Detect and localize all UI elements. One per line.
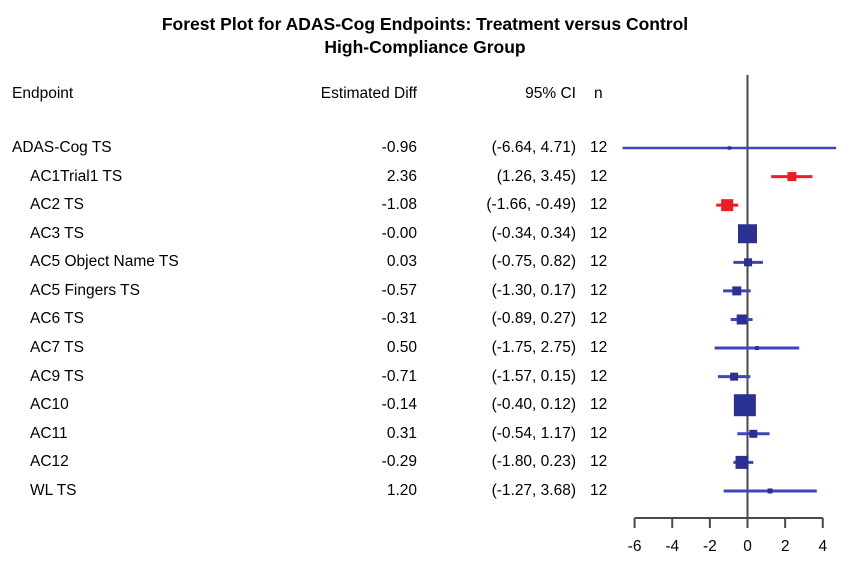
n-value: 12 [590, 396, 608, 413]
x-tick-label: -2 [703, 538, 717, 555]
ci-value: (1.26, 3.45) [496, 168, 576, 185]
n-value: 12 [590, 168, 608, 185]
estimate-marker [733, 394, 756, 417]
estimate-value: 0.50 [386, 339, 417, 356]
endpoint-label: AC11 [30, 425, 68, 442]
endpoint-label: AC2 TS [30, 196, 84, 213]
estimate-marker [738, 224, 757, 244]
n-value: 12 [590, 225, 608, 242]
estimate-marker [727, 146, 732, 150]
estimate-marker [767, 488, 773, 494]
column-header-endpoint: Endpoint [12, 85, 74, 102]
n-value: 12 [590, 482, 608, 499]
ci-value: (-1.30, 0.17) [491, 282, 576, 299]
estimate-value: -0.71 [381, 368, 417, 385]
column-header-95-ci: 95% CI [525, 85, 576, 102]
estimate-marker [736, 314, 747, 325]
estimate-value: -0.96 [381, 139, 417, 156]
ci-value: (-1.66, -0.49) [486, 196, 576, 213]
n-value: 12 [590, 310, 608, 327]
chart-subtitle: High-Compliance Group [324, 37, 526, 57]
ci-value: (-0.89, 0.27) [491, 310, 576, 327]
estimate-marker [754, 346, 759, 351]
n-value: 12 [590, 339, 608, 356]
ci-value: (-1.75, 2.75) [491, 339, 576, 356]
ci-value: (-1.57, 0.15) [491, 368, 576, 385]
chart-title: Forest Plot for ADAS-Cog Endpoints: Trea… [161, 14, 689, 34]
ci-value: (-1.80, 0.23) [491, 453, 576, 470]
ci-value: (-0.54, 1.17) [491, 425, 576, 442]
x-tick-label: -4 [665, 538, 679, 555]
estimate-value: -0.00 [381, 225, 417, 242]
n-value: 12 [590, 196, 608, 213]
estimate-value: -1.08 [381, 196, 417, 213]
n-value: 12 [590, 453, 608, 470]
estimate-marker [744, 258, 753, 267]
x-tick-label: 2 [781, 538, 790, 555]
endpoint-label: AC12 [30, 453, 69, 470]
estimate-marker [749, 429, 758, 438]
endpoint-label: AC6 TS [30, 310, 84, 327]
estimate-value: -0.31 [381, 310, 417, 327]
estimate-marker [730, 372, 739, 381]
estimate-value: 0.31 [386, 425, 417, 442]
x-tick-label: 0 [743, 538, 752, 555]
n-value: 12 [590, 253, 608, 270]
estimate-marker [735, 455, 749, 469]
ci-value: (-6.64, 4.71) [491, 139, 576, 156]
estimate-marker [787, 172, 797, 182]
ci-value: (-0.75, 0.82) [491, 253, 576, 270]
estimate-value: 2.36 [386, 168, 417, 185]
endpoint-label: AC7 TS [30, 339, 84, 356]
n-value: 12 [590, 139, 608, 156]
endpoint-label: AC5 Fingers TS [30, 282, 140, 299]
estimate-value: -0.29 [381, 453, 417, 470]
endpoint-label: WL TS [30, 482, 77, 499]
x-tick-label: 4 [818, 538, 827, 555]
ci-value: (-0.40, 0.12) [491, 396, 576, 413]
endpoint-label: AC9 TS [30, 368, 84, 385]
n-value: 12 [590, 282, 608, 299]
estimate-value: 0.03 [386, 253, 417, 270]
estimate-marker [721, 199, 734, 212]
column-header-n: n [594, 85, 603, 102]
ci-value: (-1.27, 3.68) [491, 482, 576, 499]
endpoint-label: AC1Trial1 TS [30, 168, 123, 185]
ci-value: (-0.34, 0.34) [491, 225, 576, 242]
endpoint-label: AC3 TS [30, 225, 84, 242]
endpoint-label: AC5 Object Name TS [30, 253, 179, 270]
n-value: 12 [590, 425, 608, 442]
x-tick-label: -6 [628, 538, 642, 555]
column-header-estimated-diff: Estimated Diff [320, 85, 417, 102]
estimate-value: -0.14 [381, 396, 417, 413]
n-value: 12 [590, 368, 608, 385]
endpoint-label: AC10 [30, 396, 69, 413]
estimate-marker [732, 286, 742, 296]
estimate-value: 1.20 [386, 482, 417, 499]
endpoint-label: ADAS-Cog TS [12, 139, 112, 156]
estimate-value: -0.57 [381, 282, 417, 299]
